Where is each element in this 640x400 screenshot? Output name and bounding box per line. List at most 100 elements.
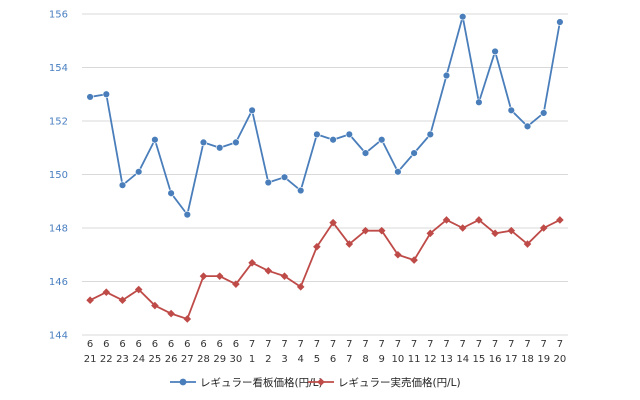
y-tick-label: 156 [49, 10, 68, 21]
data-point [539, 109, 548, 117]
x-tick-day: 14 [456, 354, 469, 365]
data-point [135, 168, 143, 176]
x-tick-month: 7 [362, 339, 368, 350]
x-tick-day: 3 [281, 354, 287, 365]
x-tick-month: 7 [395, 339, 401, 350]
x-tick-month: 7 [443, 339, 449, 350]
data-point [539, 224, 548, 232]
y-tick-label: 154 [49, 63, 68, 74]
x-tick-day: 30 [230, 354, 243, 365]
data-point [296, 283, 305, 291]
data-point [523, 122, 532, 131]
data-point [361, 226, 370, 235]
x-tick-day: 10 [392, 354, 405, 365]
data-point [329, 218, 337, 227]
y-tick-label: 144 [49, 331, 68, 342]
data-point [459, 12, 467, 21]
x-tick-day: 12 [424, 354, 437, 365]
legend: レギュラー看板価格(円/L) レギュラー実売価格(円/L) [170, 376, 461, 389]
data-point [410, 149, 418, 157]
x-tick-day: 25 [149, 354, 162, 365]
x-axis-ticks: 6216226236246256266276286296307172737475… [84, 339, 567, 365]
x-tick-month: 7 [427, 339, 433, 350]
data-point [215, 272, 224, 280]
x-tick-month: 7 [541, 339, 547, 350]
x-tick-day: 23 [116, 354, 129, 365]
x-tick-month: 7 [524, 339, 530, 350]
data-point [523, 240, 532, 248]
x-tick-day: 16 [489, 354, 502, 365]
data-point [556, 18, 564, 26]
x-tick-day: 9 [379, 354, 385, 365]
data-point [458, 224, 467, 232]
x-tick-month: 7 [281, 339, 287, 350]
data-point [151, 301, 159, 310]
data-point [442, 71, 451, 80]
x-tick-month: 6 [168, 339, 174, 350]
x-tick-day: 7 [346, 354, 352, 365]
x-tick-month: 6 [184, 339, 190, 350]
x-tick-month: 7 [476, 339, 482, 350]
data-point [556, 216, 564, 224]
data-point [151, 136, 159, 144]
x-tick-day: 21 [84, 354, 97, 365]
data-point [442, 216, 451, 224]
data-point [426, 229, 435, 238]
y-tick-label: 152 [49, 117, 68, 128]
data-point [102, 90, 111, 98]
data-point [313, 242, 321, 251]
x-tick-day: 20 [554, 354, 567, 365]
series-line [89, 219, 561, 320]
data-point [134, 285, 143, 294]
legend-label: レギュラー実売価格(円/L) [338, 376, 461, 389]
data-point [118, 296, 127, 305]
data-point [118, 181, 127, 189]
data-point [280, 272, 289, 280]
data-point [232, 138, 240, 147]
data-point [280, 173, 289, 181]
data-point [248, 106, 256, 115]
legend-label: レギュラー看板価格(円/L) [200, 376, 323, 389]
data-point [297, 186, 305, 195]
x-tick-day: 27 [181, 354, 194, 365]
x-tick-day: 11 [408, 354, 421, 365]
x-tick-month: 7 [265, 339, 271, 350]
series-line [89, 15, 561, 216]
y-tick-label: 150 [49, 170, 68, 181]
data-point [377, 226, 386, 235]
data-point [102, 288, 111, 296]
x-tick-day: 15 [473, 354, 486, 365]
data-point [183, 210, 192, 219]
x-tick-day: 6 [330, 354, 336, 365]
data-point [507, 106, 515, 115]
x-tick-month: 7 [460, 339, 466, 350]
data-point [86, 296, 94, 305]
series-1 [86, 12, 564, 219]
data-point [491, 47, 499, 56]
data-point [491, 229, 499, 238]
x-tick-month: 7 [314, 339, 320, 350]
x-tick-day: 13 [440, 354, 453, 365]
x-tick-month: 6 [233, 339, 239, 350]
x-tick-month: 6 [200, 339, 206, 350]
x-tick-day: 28 [197, 354, 210, 365]
series-2 [86, 216, 564, 323]
x-tick-day: 2 [265, 354, 271, 365]
data-point [361, 149, 370, 157]
x-tick-month: 7 [330, 339, 336, 350]
data-point [378, 136, 386, 144]
data-point [426, 130, 434, 139]
data-point [410, 256, 418, 264]
data-point [394, 250, 402, 259]
data-point [167, 189, 175, 197]
data-point [507, 226, 516, 235]
legend-swatch-marker [179, 378, 187, 386]
x-tick-day: 22 [100, 354, 113, 365]
data-point [183, 315, 192, 323]
data-point [232, 280, 240, 288]
series-layer [86, 12, 564, 323]
data-point [313, 130, 321, 139]
grid-layer [82, 13, 568, 336]
data-point [199, 138, 208, 147]
